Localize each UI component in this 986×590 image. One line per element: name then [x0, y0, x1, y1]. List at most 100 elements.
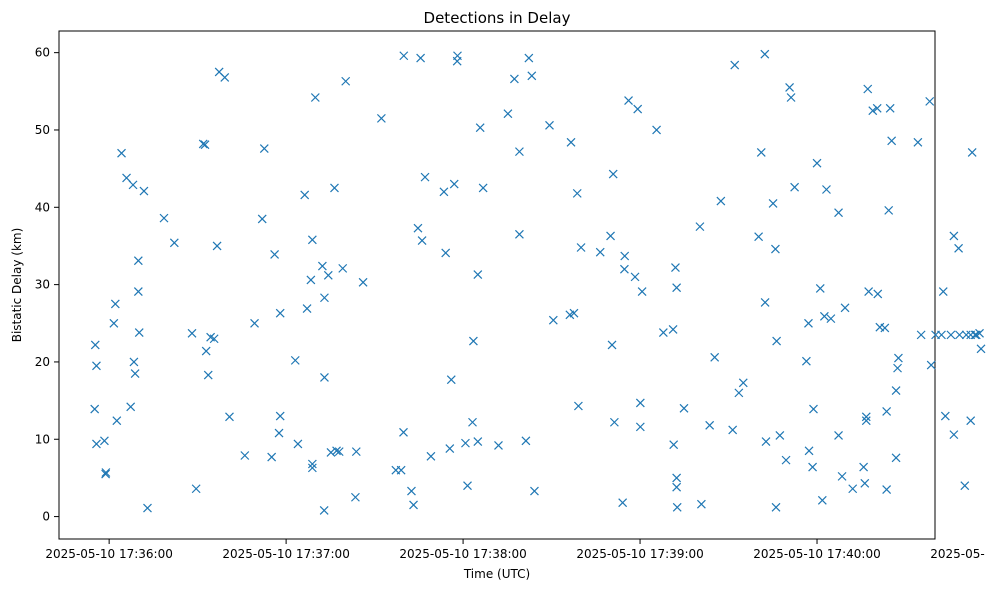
data-point [319, 505, 329, 515]
data-point [514, 147, 524, 157]
data-markers [90, 49, 986, 515]
data-point [672, 502, 682, 512]
data-point [859, 462, 869, 472]
data-point [730, 60, 740, 70]
data-point [734, 388, 744, 398]
data-point [90, 404, 100, 414]
data-point [620, 251, 630, 261]
data-point [975, 328, 984, 338]
data-point [133, 256, 143, 266]
data-point [468, 417, 477, 427]
data-point [307, 235, 317, 245]
data-point [624, 96, 633, 106]
y-tick-label: 20 [35, 355, 50, 369]
data-point [290, 355, 300, 365]
data-point [110, 299, 120, 309]
data-point [220, 72, 230, 82]
data-point [441, 248, 451, 258]
chart-title: Detections in Delay [424, 9, 571, 27]
data-point [326, 447, 336, 457]
data-point [976, 344, 986, 354]
data-point [891, 453, 901, 463]
data-point [274, 428, 284, 438]
data-point [872, 103, 882, 113]
data-point [475, 123, 485, 133]
data-point [463, 481, 472, 491]
data-point [143, 503, 152, 513]
data-point [949, 430, 959, 440]
data-point [679, 403, 689, 413]
data-point [926, 360, 936, 370]
data-point [808, 462, 818, 472]
data-point [861, 416, 871, 426]
data-point [572, 188, 582, 198]
data-point [275, 308, 285, 318]
data-point [672, 473, 682, 483]
data-point [473, 437, 483, 446]
data-point [864, 287, 874, 296]
data-point [863, 84, 873, 94]
y-tick-label: 10 [35, 432, 50, 446]
data-point [139, 186, 149, 196]
data-point [848, 484, 858, 494]
y-axis-label: Bistatic Delay (km) [10, 228, 24, 343]
data-point [946, 330, 956, 340]
data-point [530, 486, 539, 496]
data-point [275, 411, 285, 421]
data-point [494, 441, 503, 450]
data-point [705, 420, 715, 430]
data-point [860, 478, 870, 488]
data-point [257, 214, 267, 224]
data-point [169, 238, 179, 248]
data-point [376, 113, 386, 123]
data-point [101, 469, 111, 479]
data-point [439, 187, 449, 197]
data-point [940, 411, 950, 421]
data-point [781, 455, 791, 465]
data-point [868, 106, 878, 116]
data-point [967, 147, 977, 157]
data-point [672, 482, 682, 492]
data-point [786, 93, 796, 102]
data-point [307, 463, 317, 473]
data-point [187, 328, 197, 338]
data-point [815, 284, 825, 293]
data-point [819, 311, 829, 321]
data-point [250, 318, 259, 328]
data-point [716, 196, 726, 206]
data-point [332, 446, 341, 456]
data-point [446, 375, 456, 385]
data-point [320, 293, 329, 303]
data-point [822, 185, 831, 194]
data-point [669, 440, 679, 450]
data-point [198, 139, 208, 149]
data-point [894, 353, 903, 363]
data-point [128, 180, 138, 190]
data-point [840, 303, 850, 313]
x-tick-label: 2025-05-10 17:41:00 [930, 547, 986, 561]
data-point [804, 318, 813, 328]
x-tick-label: 2025-05-10 17:40:00 [753, 547, 880, 561]
data-point [880, 323, 890, 333]
data-point [201, 346, 211, 356]
data-point [760, 49, 770, 59]
data-point [338, 263, 348, 273]
data-point [90, 340, 100, 350]
data-point [710, 352, 720, 362]
data-point [203, 370, 213, 380]
data-point [259, 144, 269, 153]
data-point [200, 140, 210, 150]
data-point [545, 120, 554, 130]
data-point [323, 270, 333, 280]
data-point [887, 136, 897, 146]
data-point [310, 93, 320, 102]
data-point [133, 287, 143, 296]
data-point [191, 484, 201, 494]
data-point [212, 241, 222, 251]
data-point [334, 447, 344, 457]
data-point [468, 336, 478, 346]
plot-area [58, 30, 936, 540]
data-point [738, 378, 748, 388]
y-tick-label: 50 [35, 123, 50, 137]
